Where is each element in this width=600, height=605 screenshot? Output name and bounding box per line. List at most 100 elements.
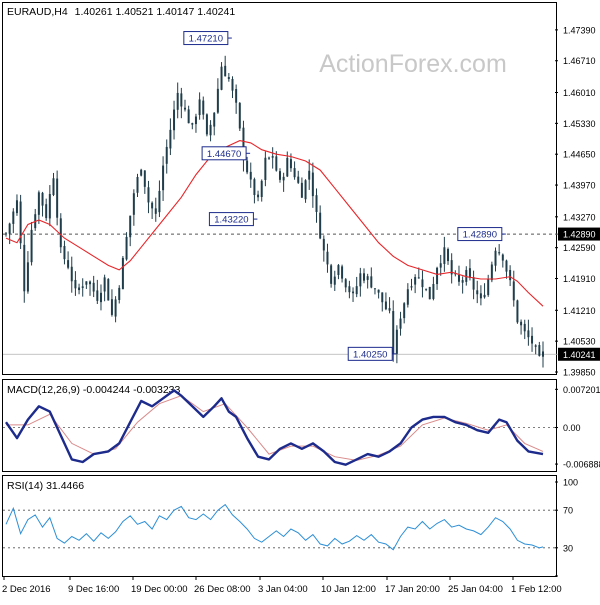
candle <box>224 55 227 77</box>
candle-body <box>41 192 44 206</box>
price-annotation: 1.42890 <box>457 227 506 242</box>
current-price-tag-label: 1.40241 <box>563 350 596 360</box>
candle-body <box>249 171 252 180</box>
macd-tick-label: 0.007201 <box>563 385 600 395</box>
candle <box>110 289 113 317</box>
macd-lines <box>5 389 544 466</box>
candle-body <box>136 176 139 193</box>
candle-body <box>509 269 512 281</box>
price-annotation: 1.44670 <box>201 146 251 161</box>
annotation-label: 1.42890 <box>463 230 497 241</box>
candle-body <box>520 321 523 326</box>
candle <box>103 274 106 302</box>
candle-body <box>268 157 271 159</box>
macd-panel <box>2 379 557 472</box>
candle <box>520 319 523 335</box>
candle-body <box>414 277 417 285</box>
candle-body <box>224 65 227 77</box>
price-tick-label: 1.39850 <box>563 368 596 378</box>
candle <box>143 170 146 194</box>
rsi-lines <box>5 503 544 551</box>
candle <box>85 281 88 289</box>
resistance-price-tag: 1.42890 <box>558 227 600 241</box>
candle-body <box>260 180 263 197</box>
candle <box>410 278 413 291</box>
candle-body <box>472 277 475 290</box>
candle <box>140 168 143 177</box>
candle-body <box>377 289 380 293</box>
price-tick-label: 1.40530 <box>563 337 596 347</box>
price-axis: 1.47390 1.46710 1.46010 1.45330 1.44650 1.439… <box>555 25 596 378</box>
candle-body <box>461 280 464 283</box>
candle <box>5 232 7 237</box>
candle-body <box>311 172 314 197</box>
candle <box>45 198 48 221</box>
candle-body <box>151 202 154 209</box>
candle <box>300 177 303 198</box>
candle-body <box>70 266 73 282</box>
candle-body <box>202 100 205 115</box>
candle <box>352 287 355 302</box>
candle <box>125 232 128 261</box>
candle <box>264 151 267 187</box>
candle-body <box>37 192 40 215</box>
candle <box>476 280 479 304</box>
candle-body <box>271 156 274 158</box>
rsi-tick-label: 30 <box>563 543 573 553</box>
candle-body <box>443 247 446 264</box>
candle <box>505 259 508 279</box>
candle <box>384 292 387 311</box>
candle-body <box>114 299 117 317</box>
candle-body <box>220 66 223 90</box>
candle-body <box>147 187 150 203</box>
candle-body <box>23 244 26 292</box>
candle <box>447 247 450 265</box>
candle <box>395 325 398 364</box>
candle-body <box>370 276 373 288</box>
candle-body <box>194 116 197 125</box>
candle <box>501 253 504 268</box>
candle <box>439 254 442 276</box>
rsi-line <box>5 503 544 551</box>
candle <box>348 280 351 299</box>
candle-body <box>48 194 51 219</box>
candle <box>70 256 73 293</box>
candle-body <box>74 279 77 289</box>
candle-body <box>527 330 530 338</box>
candle-body <box>428 286 431 300</box>
candle-body <box>531 335 534 344</box>
candle <box>19 194 22 249</box>
candle-body <box>81 286 84 288</box>
candle-body <box>5 233 7 235</box>
candle <box>15 194 18 216</box>
candle <box>213 112 216 136</box>
candle <box>260 179 263 202</box>
candle-body <box>282 176 285 181</box>
candle <box>235 84 238 114</box>
candle-body <box>275 156 278 171</box>
candle <box>30 221 33 266</box>
candle-body <box>425 288 428 290</box>
candle-body <box>143 170 146 187</box>
candle <box>428 286 431 300</box>
candle <box>271 147 274 169</box>
candle <box>165 139 168 174</box>
candle <box>180 87 183 119</box>
candle-body <box>450 260 453 275</box>
candle <box>220 62 223 91</box>
candle-body <box>216 88 219 113</box>
candle <box>479 285 482 306</box>
moving-average-layer <box>5 140 544 307</box>
annotation-box <box>201 146 247 161</box>
price-tick-label: 1.44650 <box>563 150 596 160</box>
time-tick-label: 3 Jan 04:00 <box>258 584 308 595</box>
price-annotation: 1.43220 <box>208 212 258 227</box>
candle-body <box>399 318 402 329</box>
candle-body <box>132 193 135 215</box>
time-tick-label: 19 Dec 00:00 <box>131 584 188 595</box>
resistance-tag-label: 1.42890 <box>563 230 596 240</box>
rsi-tick-label: 100 <box>563 478 578 488</box>
ohlc-values: 1.40261 1.40521 1.40147 1.40241 <box>75 6 236 18</box>
candle-body <box>479 293 482 299</box>
candle-body <box>140 169 143 176</box>
